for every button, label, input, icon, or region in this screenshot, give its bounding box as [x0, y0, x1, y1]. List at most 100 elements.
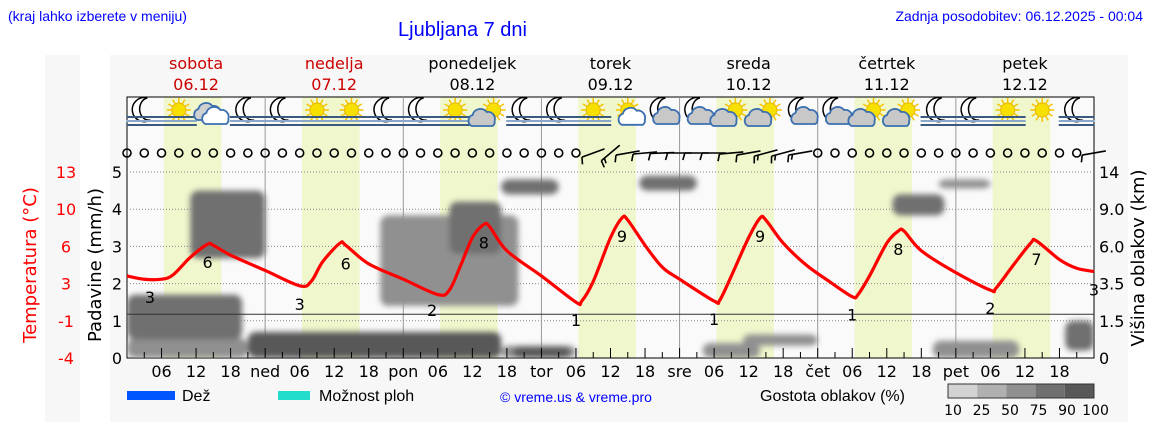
- wind-calm-icon: [968, 148, 978, 158]
- density-level-label: 75: [1030, 403, 1048, 419]
- temperature-tick: 13: [56, 163, 76, 182]
- sun-ray: [319, 99, 324, 105]
- sun-ray: [1035, 99, 1040, 105]
- moon-fog-icon: [506, 96, 543, 126]
- density-level-label: 100: [1082, 403, 1109, 419]
- cloud-patch: [247, 331, 502, 358]
- temperature-value-label: 6: [341, 254, 351, 273]
- sun-cloud-icon: [882, 98, 921, 127]
- cloud-density-scale: 10 25 50 75 90 100: [944, 383, 1109, 419]
- precipitation-axis-label: Padavine (mm/h): [85, 188, 106, 342]
- sun-ray: [876, 99, 881, 105]
- wind-calm-icon: [208, 148, 219, 158]
- hour-tick-label: 18: [635, 362, 655, 381]
- sun-ray: [444, 103, 450, 108]
- sun-ray: [910, 115, 915, 121]
- hour-tick-label: 18: [497, 362, 517, 381]
- wind-calm-icon: [191, 148, 201, 158]
- sun-ray: [598, 103, 604, 108]
- wind-calm-icon: [329, 148, 340, 158]
- sun-disc: [343, 102, 359, 118]
- temperature-value-label: 1: [709, 310, 719, 329]
- wind-barb-icon: [614, 150, 640, 163]
- day-short-label: pet: [943, 362, 969, 381]
- sun-ray: [340, 103, 346, 108]
- page-title: Ljubljana 7 dni: [398, 19, 527, 41]
- wind-barb-icon: [630, 151, 658, 162]
- temperature-value-label: 1: [571, 311, 581, 330]
- daylight-band: [578, 97, 636, 358]
- sun-ray: [496, 115, 501, 121]
- legend-showers-label: Možnost ploh: [319, 388, 414, 405]
- wind-calm-icon: [277, 148, 288, 158]
- wind-calm-icon: [985, 148, 996, 158]
- daylight-bands: [127, 97, 1094, 358]
- cloud-shape: [847, 108, 876, 127]
- cloud-height-tick: 1.5: [1099, 312, 1124, 331]
- credit-link[interactable]: © vreme.us & vreme.pro: [500, 389, 652, 405]
- wind-calm-icon: [536, 148, 547, 158]
- density-level-label: 25: [973, 403, 991, 419]
- day-short-label: sre: [667, 362, 691, 381]
- sun-ray: [910, 99, 915, 105]
- wind-calm-icon: [156, 148, 167, 158]
- temperature-tick: -4: [58, 349, 74, 368]
- day-name: ponedeljek: [428, 54, 517, 73]
- sun-ray: [621, 99, 625, 105]
- cloud-patch: [932, 340, 1020, 358]
- sun-ray: [582, 103, 588, 108]
- wind-barb-icon: [1080, 150, 1106, 163]
- density-swatch: [948, 384, 978, 398]
- precipitation-tick: 0: [112, 349, 122, 368]
- cloud-height-tick: 3.5: [1099, 275, 1124, 294]
- temperature-tick: 10: [56, 200, 76, 219]
- hour-tick-label: 12: [324, 362, 344, 381]
- hour-tick-label: 12: [600, 362, 620, 381]
- wind-calm-icon: [139, 148, 150, 158]
- hour-tick-label: 18: [773, 362, 793, 381]
- wind-calm-icon: [881, 148, 892, 158]
- hour-tick-label: 18: [1049, 362, 1069, 381]
- wind-calm-icon: [1054, 148, 1065, 158]
- wind-calm-icon: [450, 148, 460, 158]
- hour-tick-label: 12: [1015, 362, 1035, 381]
- axes: 06 12 18 ned 06 12 18 pon 06 12 18 tor 06 12 18 sre 06 12…: [56, 163, 1125, 381]
- sun-cloud-icon: [847, 98, 886, 127]
- sun-ray: [460, 103, 466, 108]
- sun-ray: [306, 112, 312, 117]
- wind-calm-icon: [1020, 148, 1030, 158]
- legend-showers-swatch: [278, 391, 310, 400]
- wind-barb-icon: [699, 152, 727, 161]
- day-date: 08.12: [449, 75, 495, 94]
- day-short-label: čet: [805, 362, 830, 381]
- sun-ray: [1013, 103, 1019, 108]
- daylight-band: [854, 97, 913, 358]
- sun-small-cloud-icon: [615, 98, 646, 126]
- sun-fog-icon: [160, 98, 197, 126]
- cloud-shape: [882, 108, 911, 127]
- wind-calm-icon: [363, 148, 374, 158]
- temperature-value-label: 3: [295, 295, 305, 314]
- density-swatch: [977, 384, 1007, 398]
- wind-calm-icon: [864, 148, 875, 158]
- precipitation-tick: 1: [112, 312, 122, 331]
- sun-fog-icon: [989, 98, 1026, 126]
- wind-calm-icon: [346, 148, 357, 158]
- wind-calm-icon: [398, 148, 409, 158]
- menu-hint-link[interactable]: (kraj lahko izberete v meniju): [8, 8, 187, 24]
- temperature-tick: 6: [61, 237, 71, 256]
- wind-calm-icon: [933, 148, 944, 158]
- sun-ray: [181, 99, 186, 105]
- day-date: 12.12: [1002, 75, 1048, 94]
- hour-tick-label: 06: [428, 362, 448, 381]
- sun-ray: [1035, 115, 1040, 121]
- sun-ray: [1031, 112, 1037, 117]
- day-name: sreda: [726, 54, 770, 73]
- sun-disc: [447, 102, 463, 118]
- sun-ray: [457, 99, 462, 105]
- sun-fog-icon: [437, 98, 474, 126]
- sun-ray: [586, 99, 591, 105]
- cloud-patch: [702, 343, 761, 358]
- hour-tick-label: 06: [842, 362, 862, 381]
- sun-ray: [354, 99, 359, 105]
